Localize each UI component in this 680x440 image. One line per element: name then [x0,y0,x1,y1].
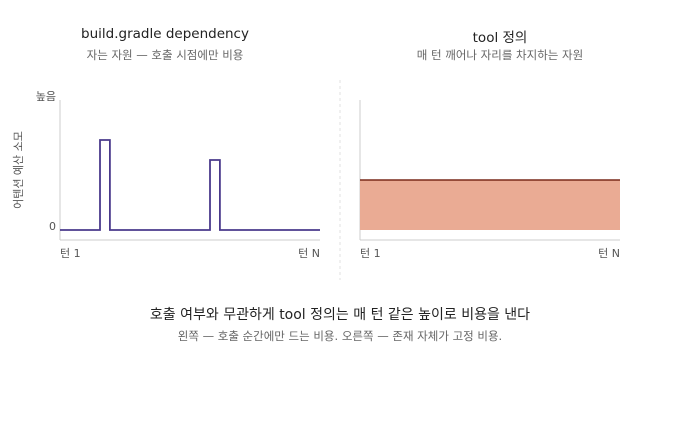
left-y-axis-label: 어텐션 예산 소모 [12,131,25,209]
left-x-tick-start: 턴 1 [60,247,81,260]
left-spike-series [60,139,320,231]
right-chart-subtitle: 매 턴 깨어나 자리를 차지하는 자원 [416,48,584,62]
caption-subtitle: 왼쪽 — 호출 순간에만 드는 비용. 오른쪽 — 존재 자체가 고정 비용. [177,329,503,343]
left-x-tick-end: 턴 N [298,247,320,260]
left-y-tick-low: 0 [49,220,56,233]
right-chart-title: tool 정의 [472,30,528,46]
charts-canvas: 어텐션 예산 소모 높음 0 턴 1 턴 N 턴 1 턴 N [12,80,620,280]
left-y-tick-high: 높음 [36,90,56,103]
left-chart: 어텐션 예산 소모 높음 0 턴 1 턴 N [12,90,320,260]
left-chart-subtitle: 자는 자원 — 호출 시점에만 비용 [86,48,244,62]
right-chart: 턴 1 턴 N [359,100,620,260]
right-x-tick-start: 턴 1 [360,247,381,260]
left-chart-title: build.gradle dependency [81,26,249,42]
caption-title: 호출 여부와 무관하게 tool 정의는 매 턴 같은 높이로 비용을 낸다 [149,307,531,323]
right-band-area [360,180,620,230]
right-x-tick-end: 턴 N [598,247,620,260]
